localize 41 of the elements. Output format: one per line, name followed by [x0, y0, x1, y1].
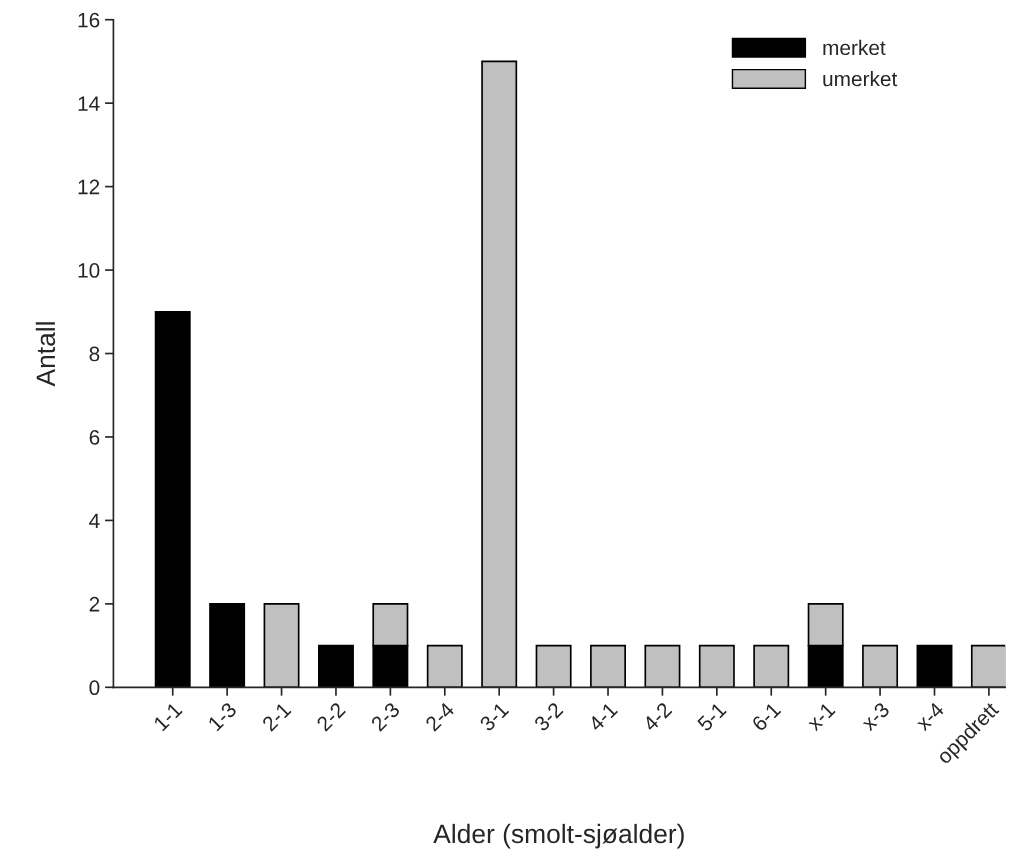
- legend-label: merket: [823, 39, 886, 56]
- x-tick-label: 1-3: [207, 701, 238, 732]
- y-tick-label: 16: [78, 12, 100, 28]
- x-tick-label: 3-1: [478, 701, 510, 733]
- bar: [644, 644, 681, 688]
- x-tick-label: x-3: [860, 701, 891, 732]
- bar: [753, 644, 790, 688]
- x-tick-label: 4-1: [587, 701, 618, 733]
- bar: [970, 644, 1006, 688]
- x-tick-label: x-1: [805, 701, 836, 732]
- y-tick-label: 2: [89, 596, 100, 612]
- bar: [154, 310, 191, 688]
- y-tick-label: 4: [89, 513, 100, 528]
- x-tick-label: 6-1: [751, 701, 782, 732]
- bar: [481, 60, 518, 688]
- x-tick-label: 2-2: [315, 701, 346, 732]
- y-tick-label: 8: [89, 346, 100, 362]
- y-tick-label: 14: [78, 96, 100, 111]
- bar: [916, 644, 953, 688]
- x-tick-label: 4-2: [641, 701, 673, 733]
- x-tick-label: 2-1: [261, 701, 292, 732]
- bar: [209, 603, 246, 688]
- x-axis-title: Alder (smolt-sjøalder): [433, 823, 684, 849]
- bar: [698, 644, 735, 688]
- x-tick-label: 5-1: [696, 701, 727, 733]
- bar: [535, 644, 572, 688]
- bar: [862, 644, 899, 688]
- y-tick-label: 10: [78, 263, 100, 278]
- y-tick-label: 0: [89, 680, 100, 696]
- y-tick-label: 12: [78, 179, 100, 195]
- x-tick-label: 1-1: [153, 701, 183, 732]
- bar: [590, 644, 626, 688]
- x-tick-label: 2-3: [370, 701, 401, 732]
- bar: [317, 644, 354, 688]
- legend-label: umerket: [823, 71, 898, 87]
- y-tick-label: 6: [89, 429, 100, 445]
- x-tick-label: 2-4: [424, 701, 456, 732]
- y-axis-title: Antall: [35, 322, 56, 387]
- x-tick-label: 3-2: [533, 701, 564, 733]
- bar: [426, 644, 463, 688]
- bar: [263, 603, 300, 688]
